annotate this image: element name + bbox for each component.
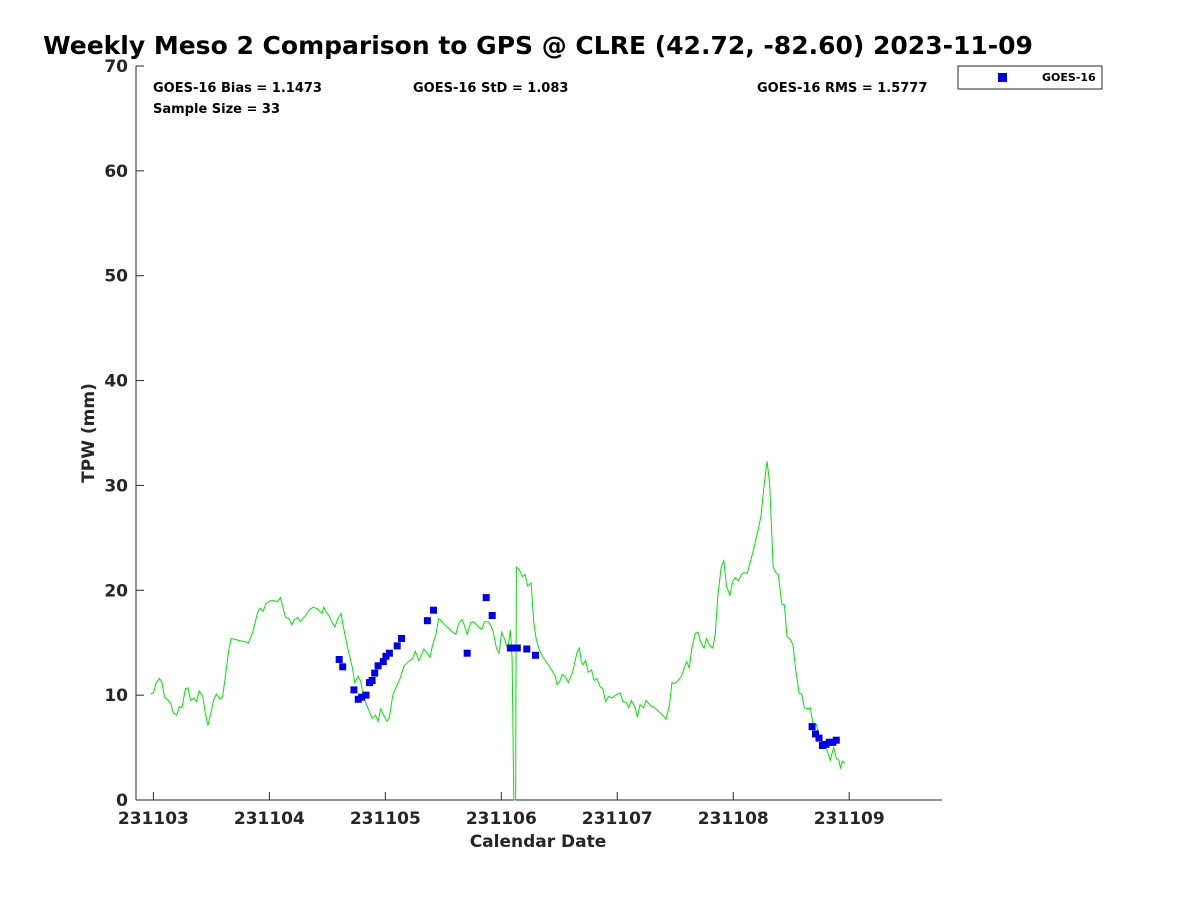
goes16-point [393, 642, 401, 650]
legend-entry-goes16: GOES-16 [1042, 71, 1096, 84]
y-tick-label: 60 [104, 162, 128, 182]
goes16-point [523, 645, 531, 653]
goes16-point [374, 662, 382, 670]
x-tick-label: 231106 [466, 809, 537, 829]
goes16-point [463, 649, 471, 657]
y-tick-label: 50 [104, 267, 128, 287]
y-tick-label: 70 [104, 57, 128, 77]
x-tick-label: 231105 [350, 809, 421, 829]
x-tick-label: 231104 [234, 809, 305, 829]
goes16-point [832, 736, 840, 744]
x-tick-label: 231109 [814, 809, 885, 829]
x-tick-label: 231108 [698, 809, 769, 829]
gps-tpw-line [150, 461, 846, 801]
bias-stat: GOES-16 Bias = 1.1473 [153, 81, 322, 96]
legend-box [957, 65, 1103, 90]
plot-area: 231103 231104 231105 231106 231107 231108 2311… [104, 57, 942, 829]
std-stat: GOES-16 StD = 1.083 [413, 81, 568, 96]
y-axis-label: TPW (mm) [79, 383, 99, 483]
x-axis-label: Calendar Date [470, 832, 607, 852]
goes16-point [398, 635, 405, 642]
plot-background [136, 66, 942, 800]
goes16-point [513, 644, 521, 652]
goes16-point [488, 612, 496, 619]
rms-stat: GOES-16 RMS = 1.5777 [757, 81, 927, 96]
goes16-point [350, 686, 358, 694]
goes16-point [371, 669, 379, 677]
goes16-point [358, 693, 366, 701]
chart-title: Weekly Meso 2 Comparison to GPS @ CLRE (… [43, 31, 1033, 60]
y-ticks: 0 10 20 30 40 50 60 70 [104, 57, 144, 811]
sample-size-stat: Sample Size = 33 [153, 102, 280, 117]
x-tick-label: 231103 [118, 809, 189, 829]
goes16-point [808, 723, 816, 731]
y-tick-label: 40 [104, 372, 128, 392]
goes16-point [430, 606, 437, 614]
goes16-point [368, 677, 376, 684]
legend: GOES-16 [957, 65, 1103, 90]
goes16-point [335, 656, 343, 663]
legend-marker-goes16 [998, 73, 1007, 82]
x-tick-label: 231107 [582, 809, 653, 829]
y-tick-label: 10 [104, 686, 128, 706]
y-tick-label: 20 [104, 581, 128, 601]
goes16-point [379, 658, 387, 666]
goes16-point [362, 691, 370, 699]
y-tick-label: 30 [104, 476, 128, 496]
goes16-point [385, 649, 393, 657]
y-tick-label: 0 [116, 791, 128, 811]
goes16-point [423, 617, 431, 625]
goes16-point [482, 594, 490, 602]
x-ticks: 231103 231104 231105 231106 231107 231108 2311… [118, 792, 885, 829]
goes16-point [532, 651, 539, 659]
goes16-point [815, 734, 823, 742]
series-layer [150, 461, 846, 801]
goes16-point [339, 663, 347, 671]
goes16-point [812, 730, 819, 738]
